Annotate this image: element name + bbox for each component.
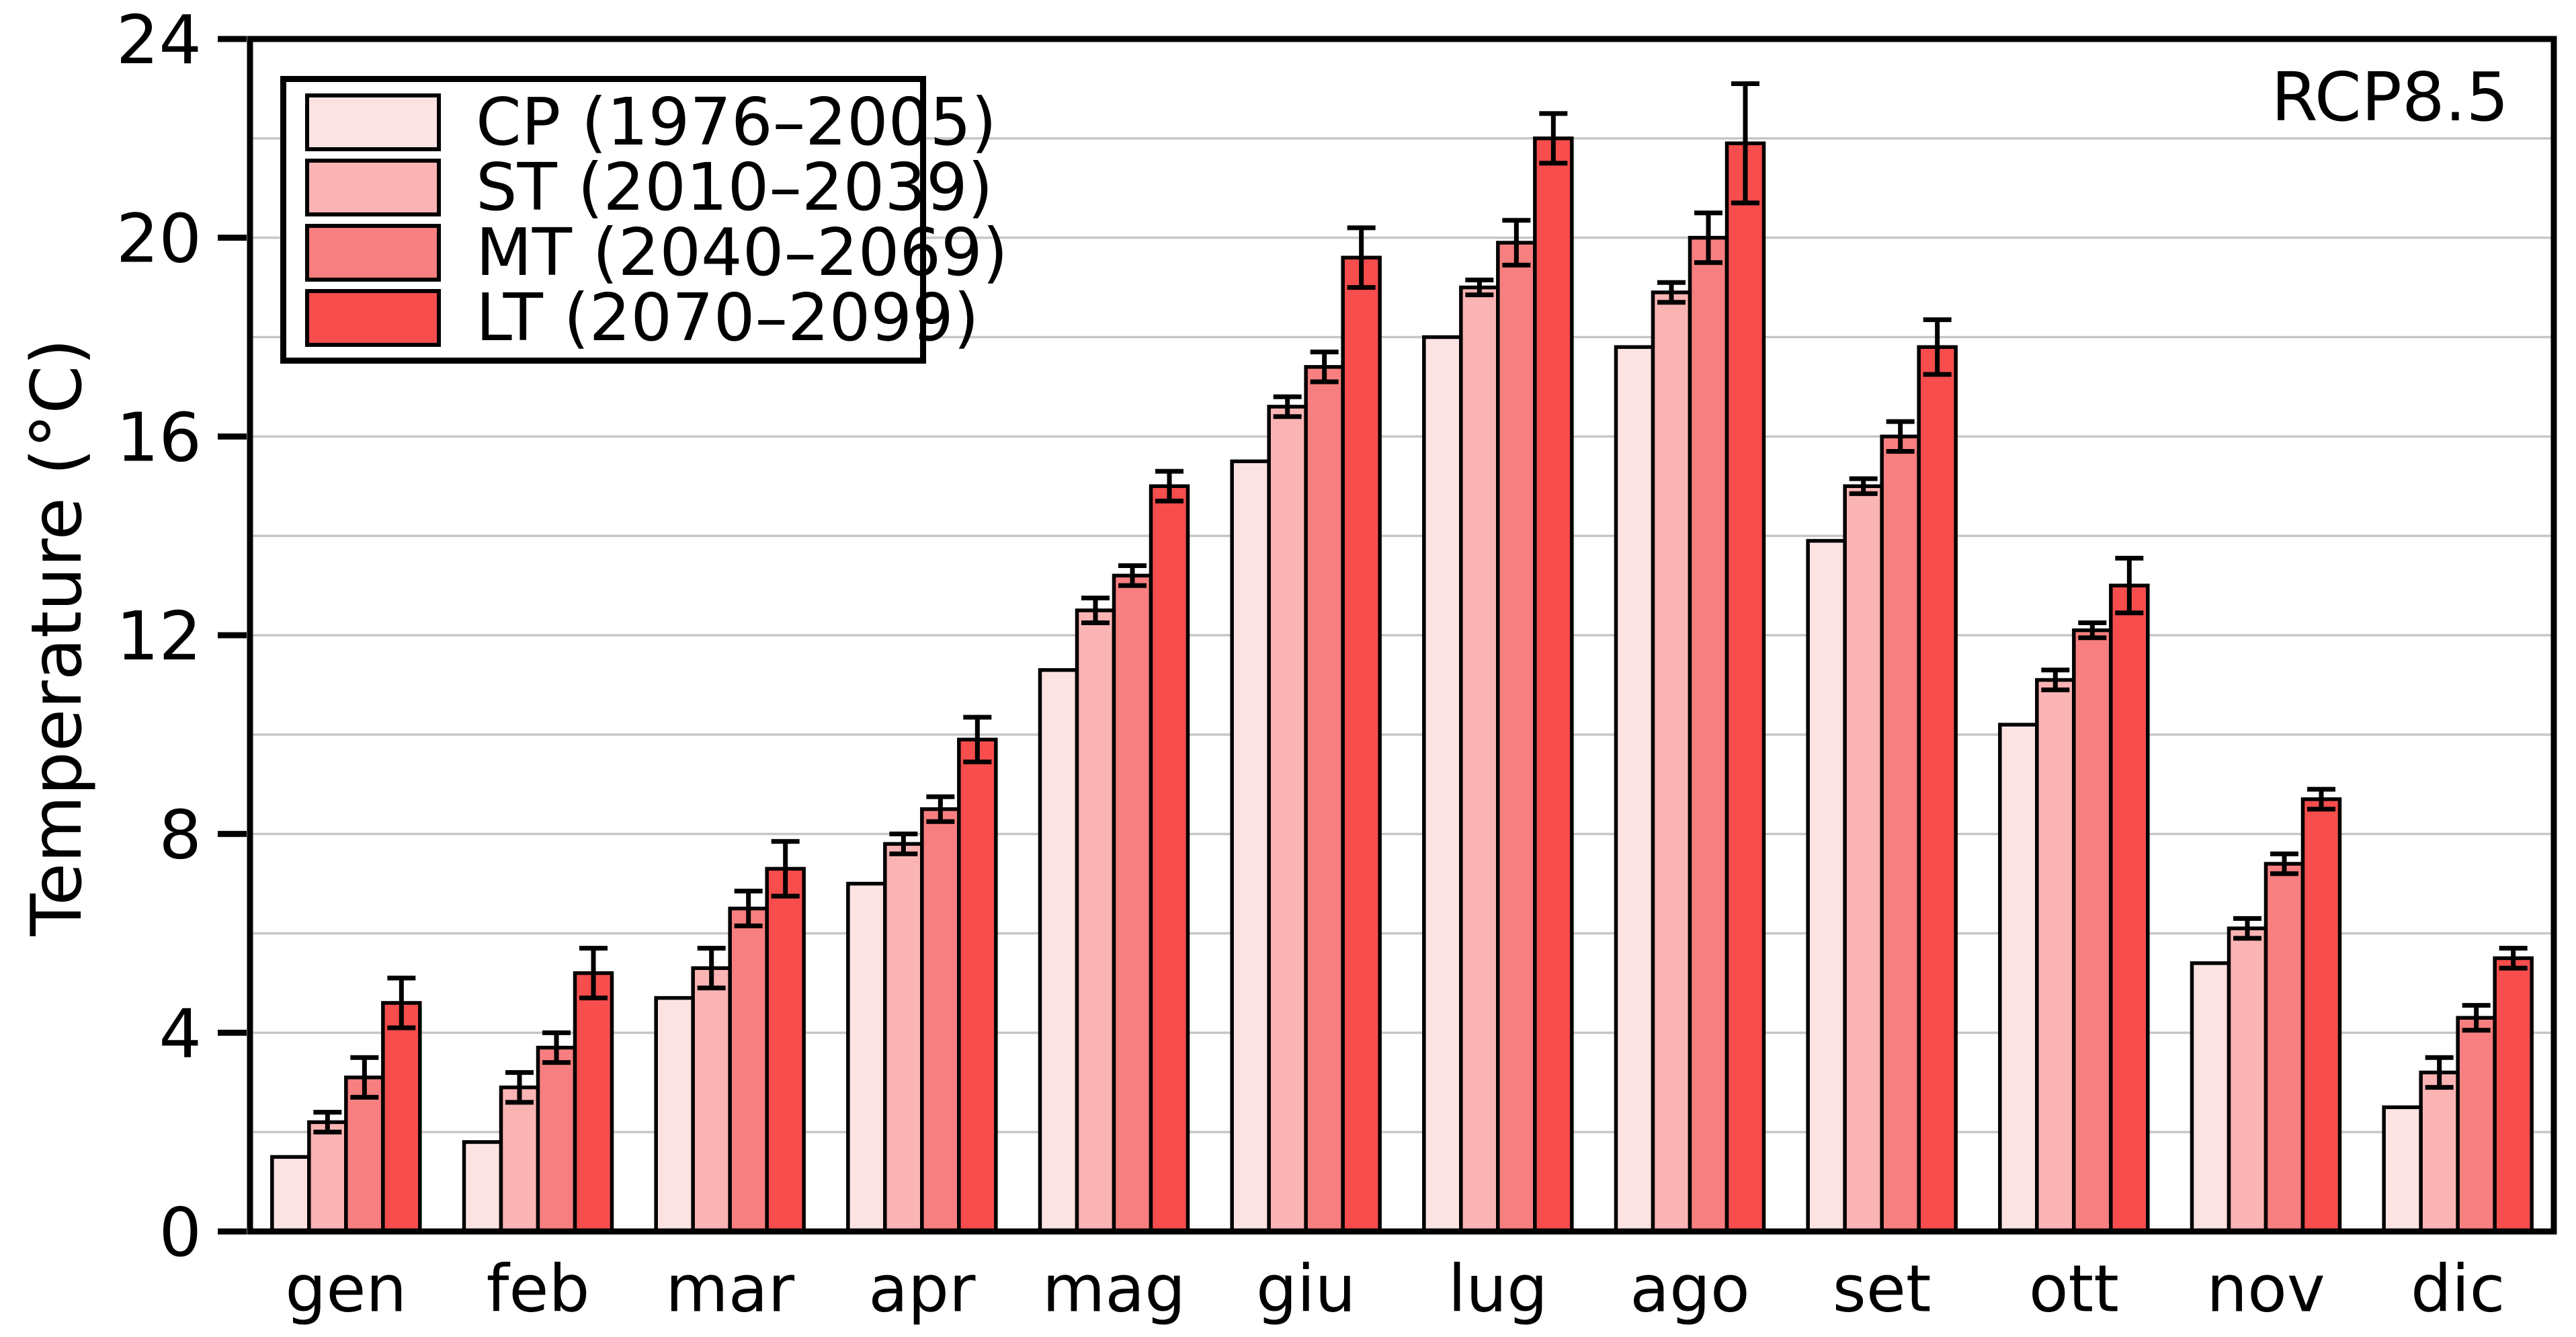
bar-feb-2 <box>536 1045 577 1233</box>
legend-item-label: ST (2010–2039) <box>476 149 993 225</box>
legend-swatch-icon <box>305 93 441 151</box>
x-tick-label: ott <box>2029 1252 2119 1327</box>
x-tick-label: nov <box>2206 1252 2325 1327</box>
bar-mag-0 <box>1038 667 1079 1233</box>
x-tick-label: gen <box>285 1252 407 1327</box>
bar-set-3 <box>1917 345 1958 1233</box>
bar-mar-1 <box>691 966 732 1233</box>
bar-feb-1 <box>499 1085 540 1233</box>
plot-border <box>247 36 2557 1235</box>
x-tick-label: apr <box>868 1252 976 1327</box>
bar-ago-2 <box>1688 235 1729 1233</box>
y-tick-label: 16 <box>116 398 202 477</box>
bar-gen-2 <box>344 1076 385 1233</box>
bar-apr-2 <box>920 807 961 1233</box>
x-tick-label: ago <box>1630 1252 1750 1327</box>
bar-nov-3 <box>2300 797 2342 1233</box>
bar-giu-2 <box>1304 365 1345 1233</box>
bar-dic-0 <box>2382 1105 2423 1233</box>
legend-item: CP (1976–2005) <box>286 89 997 155</box>
bar-lug-0 <box>1422 335 1463 1233</box>
legend-item: ST (2010–2039) <box>286 155 993 220</box>
x-tick-label: set <box>1833 1252 1931 1327</box>
bar-gen-3 <box>381 1001 422 1233</box>
bar-mar-3 <box>765 866 806 1233</box>
bar-mag-2 <box>1112 573 1153 1233</box>
bar-feb-0 <box>462 1140 503 1233</box>
legend-swatch-icon <box>305 158 441 216</box>
x-tick-label: lug <box>1448 1252 1548 1327</box>
bar-apr-1 <box>883 842 924 1233</box>
bar-ott-3 <box>2109 583 2150 1233</box>
y-tick-label: 24 <box>116 1 202 79</box>
bar-lug-3 <box>1533 136 1574 1233</box>
bar-mar-0 <box>654 996 695 1233</box>
bar-feb-3 <box>573 971 614 1233</box>
bar-ott-0 <box>1998 723 2039 1233</box>
y-tick-label: 12 <box>116 597 202 676</box>
bar-set-0 <box>1806 538 1847 1233</box>
x-tick-label: feb <box>487 1252 590 1327</box>
y-tick-label: 20 <box>116 200 202 278</box>
x-tick-label: dic <box>2411 1252 2505 1327</box>
scenario-annotation: RCP8.5 <box>2271 58 2509 136</box>
bar-mag-3 <box>1149 484 1190 1233</box>
bar-nov-0 <box>2190 961 2231 1233</box>
x-tick-label: mag <box>1042 1252 1186 1327</box>
legend-item: LT (2070–2099) <box>286 285 979 350</box>
legend-swatch-icon <box>305 223 441 282</box>
y-tick-label: 0 <box>159 1193 202 1272</box>
legend-item-label: LT (2070–2099) <box>476 280 979 356</box>
bar-ago-1 <box>1651 290 1692 1233</box>
bar-ott-1 <box>2035 678 2076 1233</box>
y-tick-label: 4 <box>159 994 202 1073</box>
y-tick-label: 8 <box>159 796 202 875</box>
x-tick-label: giu <box>1256 1252 1356 1327</box>
bar-mag-1 <box>1075 608 1116 1233</box>
bar-ott-2 <box>2072 628 2113 1233</box>
bar-nov-1 <box>2227 926 2268 1233</box>
bar-nov-2 <box>2263 862 2305 1233</box>
legend-item-label: MT (2040–2069) <box>476 214 1008 290</box>
bar-apr-0 <box>846 881 887 1233</box>
bar-dic-3 <box>2493 956 2534 1233</box>
bar-giu-1 <box>1267 405 1308 1233</box>
bar-giu-3 <box>1341 255 1382 1233</box>
legend-item-label: CP (1976–2005) <box>476 84 997 160</box>
bar-set-2 <box>1880 434 1921 1233</box>
bar-gen-1 <box>307 1120 348 1233</box>
legend-item: MT (2040–2069) <box>286 220 1008 285</box>
bar-ago-3 <box>1725 141 1766 1233</box>
bar-mar-2 <box>728 906 769 1233</box>
bar-lug-1 <box>1459 285 1500 1233</box>
bar-giu-0 <box>1230 459 1271 1233</box>
x-tick-label: mar <box>665 1252 794 1327</box>
bar-lug-2 <box>1496 241 1537 1233</box>
legend-swatch-icon <box>305 288 441 347</box>
bar-ago-0 <box>1614 345 1655 1233</box>
bar-set-1 <box>1843 484 1884 1233</box>
bar-dic-2 <box>2456 1016 2497 1233</box>
bar-gen-0 <box>270 1155 311 1233</box>
legend: CP (1976–2005) ST (2010–2039) MT (2040–206… <box>280 76 1008 364</box>
y-axis-title: Temperature (°C) <box>17 338 97 936</box>
bar-apr-3 <box>957 737 998 1233</box>
bar-dic-1 <box>2419 1070 2460 1233</box>
